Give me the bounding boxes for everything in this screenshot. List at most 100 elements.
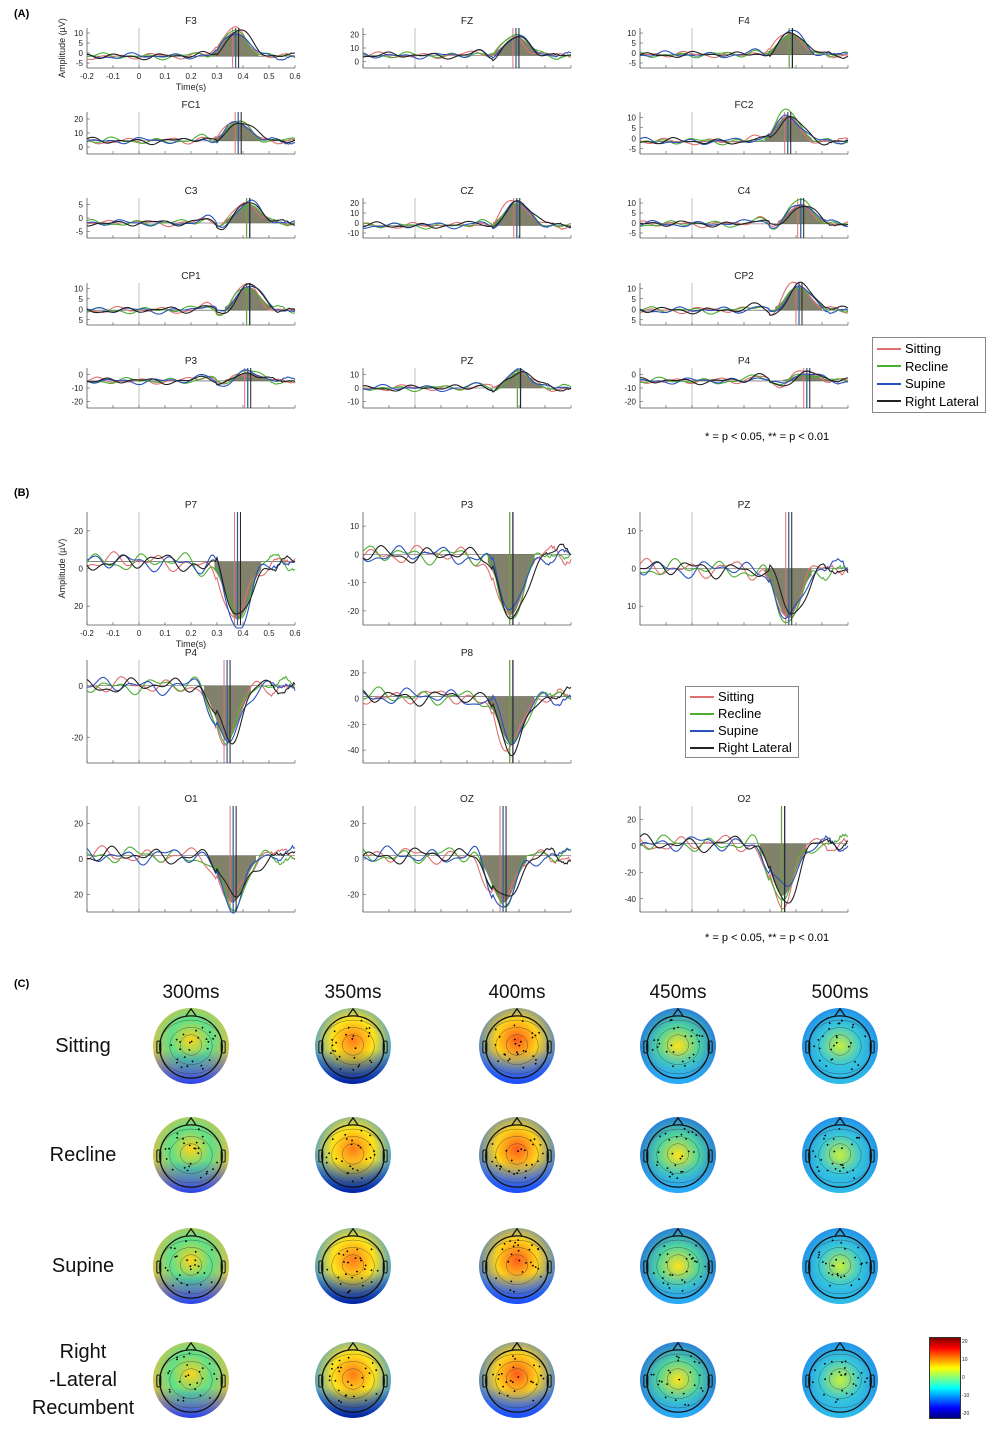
electrode-dot <box>676 1355 678 1358</box>
subplot-title: CP2 <box>734 271 754 282</box>
subplot-title: P3 <box>461 500 474 511</box>
electrode-dot <box>176 1058 179 1061</box>
topomap-contour <box>180 1368 202 1390</box>
topomap-field <box>153 1342 229 1418</box>
electrode-dot <box>866 1377 868 1380</box>
y-tick-label: 0 <box>79 214 84 223</box>
topomap-posterior-field <box>640 1228 716 1304</box>
electrode-dot <box>212 1037 215 1040</box>
electrode-dot <box>679 1157 682 1160</box>
electrode-dot <box>509 1240 511 1242</box>
series-line-recline <box>87 29 296 61</box>
y-tick-label: 10 <box>627 602 636 611</box>
right-ear <box>546 1149 552 1163</box>
electrode-dot <box>831 1239 834 1242</box>
electrode-dot <box>194 1147 197 1150</box>
topomap <box>315 1007 391 1084</box>
y-tick-label: -10 <box>71 384 83 393</box>
y-tick-label: 20 <box>74 602 83 611</box>
y-tick-label: -20 <box>347 607 359 616</box>
electrode-dot <box>182 1396 185 1399</box>
electrode-dot <box>538 1365 541 1368</box>
electrode-dot <box>693 1283 696 1286</box>
subplot-title: C3 <box>185 186 198 197</box>
x-tick-label: -0.2 <box>80 629 94 638</box>
nose-outline <box>672 1116 684 1126</box>
x-tick-label: 0 <box>137 72 142 81</box>
topomap <box>479 1007 555 1084</box>
series-line-right-lateral <box>639 32 849 59</box>
right-ear <box>220 1260 226 1274</box>
topomap-contour <box>495 1247 539 1285</box>
electrode-dot <box>359 1146 362 1149</box>
electrode-dot <box>652 1272 655 1274</box>
electrode-dot <box>656 1046 659 1048</box>
electrode-dot <box>334 1379 337 1382</box>
electrode-dot <box>335 1157 338 1160</box>
y-tick-label: 0 <box>632 134 637 143</box>
electrode-dot <box>369 1143 371 1146</box>
series-line-right-lateral <box>639 833 849 904</box>
electrode-dot <box>196 1271 199 1274</box>
electrode-dot <box>539 1374 542 1377</box>
electrode-dot <box>208 1059 211 1061</box>
electrode-dot <box>829 1284 831 1287</box>
legend-swatch <box>877 400 901 403</box>
left-ear <box>805 1149 811 1163</box>
series-line-sitting <box>362 544 572 618</box>
topomap <box>153 1227 229 1304</box>
electrode-dot <box>186 1259 189 1262</box>
legend-swatch <box>877 347 901 350</box>
series-line-right-lateral <box>86 202 296 231</box>
series-line-right-lateral <box>362 847 572 897</box>
electrode-dot <box>812 1381 814 1384</box>
topomap <box>640 1007 716 1084</box>
left-ear <box>643 1040 649 1054</box>
electrode-dot <box>186 1364 189 1366</box>
colorbar-tick-label: 10 <box>962 1357 968 1363</box>
electrode-dot <box>692 1151 695 1153</box>
electrode-dot <box>166 1269 169 1272</box>
electrode-dot <box>650 1373 653 1376</box>
head-outline <box>808 1235 872 1299</box>
electrode-dot <box>362 1385 365 1388</box>
electrode-dot <box>837 1022 840 1025</box>
electrode-dot <box>814 1369 816 1372</box>
electrode-dot <box>662 1282 665 1284</box>
electrode-dot <box>817 1039 820 1041</box>
electrode-dot <box>826 1169 829 1172</box>
left-ear <box>643 1260 649 1274</box>
electrode-dot <box>170 1044 173 1047</box>
nose-outline <box>347 1227 359 1237</box>
electrode-dot <box>190 1040 193 1043</box>
shaded-component-area <box>487 554 535 615</box>
left-ear <box>482 1374 488 1388</box>
topomap-field <box>315 1342 391 1418</box>
electrode-dot <box>671 1274 674 1276</box>
legend-label: Sitting <box>718 689 755 704</box>
electrode-dot <box>532 1055 535 1057</box>
topomap-row-label: Right -Lateral Recumbent <box>31 1341 135 1419</box>
electrode-dot <box>347 1172 349 1174</box>
electrode-dot <box>672 1051 675 1053</box>
electrode-dot <box>195 1141 198 1144</box>
electrode-dot <box>656 1161 659 1163</box>
head-outline <box>646 1015 710 1079</box>
electrode-dot <box>183 1056 186 1058</box>
electrode-dot <box>841 1389 844 1392</box>
electrode-dot <box>850 1042 852 1044</box>
electrode-dot <box>357 1065 360 1068</box>
subplot-fc2: FC2 10 50 -5 <box>627 100 849 155</box>
electrode-dot <box>652 1373 655 1376</box>
topomap-contour <box>645 1019 711 1075</box>
electrode-dot <box>194 1388 197 1391</box>
series-line-right-lateral <box>639 561 849 615</box>
electrode-dot <box>216 1161 219 1164</box>
y-tick-label: 20 <box>627 815 636 824</box>
colorbar-tick-label: 0 <box>962 1375 965 1381</box>
electrode-dot <box>168 1147 171 1150</box>
topomap <box>802 1227 878 1304</box>
electrode-dot <box>665 1261 668 1264</box>
